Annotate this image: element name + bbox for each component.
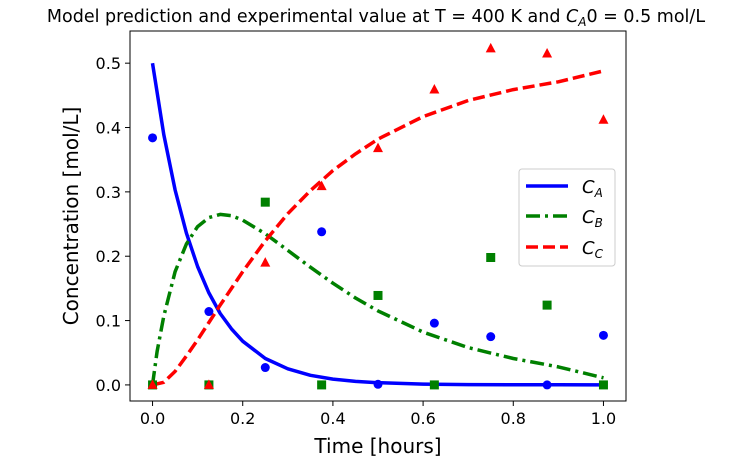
data-point-triangle (260, 257, 271, 267)
data-point-circle (373, 379, 383, 389)
x-tick-label: 0.0 (140, 409, 165, 428)
data-point-triangle (373, 142, 383, 153)
data-point-circle (598, 330, 608, 340)
data-point-square (598, 380, 608, 390)
data-point-circle (204, 307, 214, 317)
data-point-circle (486, 332, 496, 342)
y-tick-label: 0.3 (96, 183, 121, 202)
x-tick-label: 0.4 (320, 409, 345, 428)
series-line-c (152, 69, 604, 387)
plot-area (129, 30, 627, 402)
data-point-circle (317, 227, 327, 237)
y-tick-label: 0.2 (96, 247, 121, 266)
series-layer (150, 62, 604, 387)
x-axis-label: Time [hours] (313, 434, 441, 458)
y-axis-label: Concentration [mol/L] (59, 107, 83, 326)
data-point-square (260, 197, 270, 207)
chart-title: Model prediction and experimental value … (47, 7, 705, 29)
x-tick-label: 0.8 (501, 409, 526, 428)
data-point-triangle (316, 180, 327, 191)
data-point-circle (148, 133, 158, 143)
data-point-circle (260, 363, 270, 373)
series-line-a (150, 62, 604, 387)
legend-label-cc: CC (582, 238, 604, 261)
y-tick-label: 0.0 (96, 376, 121, 395)
data-point-square (373, 290, 383, 300)
data-point-triangle (598, 114, 609, 124)
legend: CA CB CC (518, 168, 616, 267)
data-point-triangle (147, 379, 158, 389)
data-point-square (429, 380, 439, 390)
legend-label-cb: CB (582, 207, 603, 230)
y-tick-label: 0.4 (96, 119, 121, 138)
legend-label-ca: CA (582, 177, 603, 200)
series-line-b (150, 212, 604, 386)
data-point-circle (542, 380, 552, 390)
y-tick-label: 0.5 (96, 54, 121, 73)
data-point-square (317, 380, 327, 390)
y-axis: 0.0 0.1 0.2 0.3 0.4 0.5 (96, 54, 130, 395)
data-point-square (486, 253, 496, 263)
data-point-triangle (485, 42, 496, 53)
data-point-circle (429, 318, 439, 328)
data-point-square (542, 300, 552, 310)
x-axis: 0.0 0.2 0.4 0.6 0.8 1.0 (140, 401, 616, 428)
x-tick-label: 0.6 (410, 409, 435, 428)
data-point-triangle (542, 48, 553, 58)
y-tick-label: 0.1 (96, 312, 121, 331)
marker-layer (147, 42, 609, 390)
data-point-triangle (203, 379, 214, 389)
x-tick-label: 1.0 (591, 409, 616, 428)
x-tick-label: 0.2 (230, 409, 255, 428)
data-point-triangle (429, 84, 440, 94)
